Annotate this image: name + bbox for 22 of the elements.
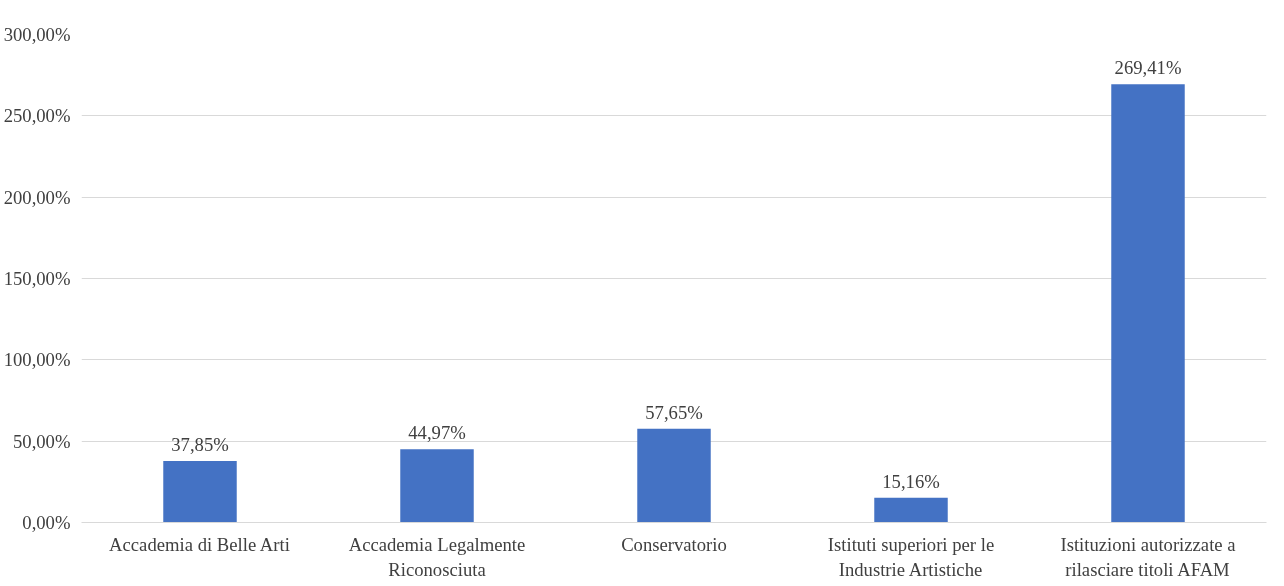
x-tick-label: Istituzioni autorizzate a rilasciare titoli AFAM xyxy=(1060,533,1237,580)
x-tick-label: Accademia Legalmente Riconosciuta xyxy=(348,533,526,580)
y-tick-label: 150,00% xyxy=(3,268,71,289)
bar xyxy=(400,449,474,523)
data-label: 37,85% xyxy=(171,433,229,455)
y-tick-label: 50,00% xyxy=(12,430,71,452)
y-tick-label: 300,00% xyxy=(3,24,71,45)
y-tick-label: 100,00% xyxy=(3,349,71,371)
data-label: 57,65% xyxy=(645,401,703,423)
bar xyxy=(637,428,711,523)
x-tick-label: Istituti superiori per le Industrie Artistiche xyxy=(827,533,995,580)
x-tick-label: Accademia di Belle Arti xyxy=(109,533,290,555)
bar xyxy=(1111,84,1185,523)
bar xyxy=(874,497,948,523)
data-label: 15,16% xyxy=(882,470,940,492)
y-tick-label: 0,00% xyxy=(22,512,71,533)
y-tick-label: 200,00% xyxy=(3,186,71,208)
data-label: 44,97% xyxy=(408,422,466,444)
x-tick-label: Conservatorio xyxy=(621,533,727,555)
bar xyxy=(163,460,237,523)
data-label: 269,41% xyxy=(1114,57,1182,79)
y-tick-label: 250,00% xyxy=(3,105,71,127)
